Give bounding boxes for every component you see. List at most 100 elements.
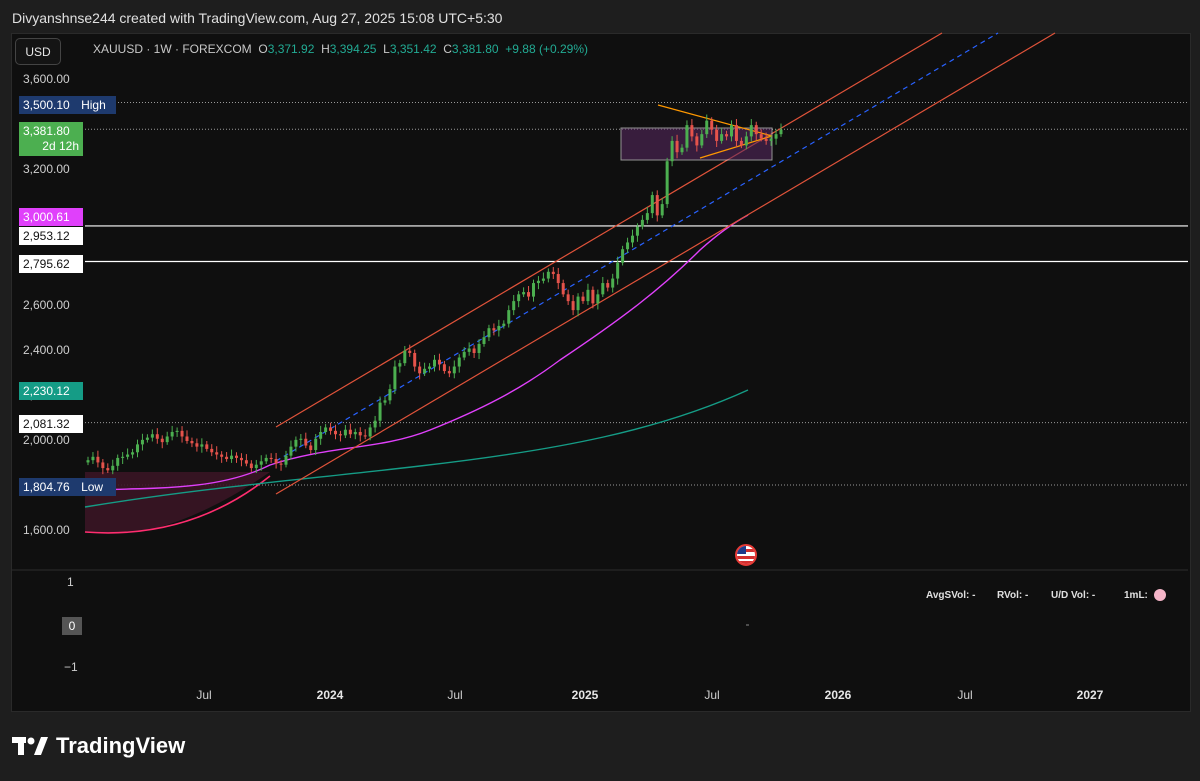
candle-body	[626, 242, 630, 250]
candle-body	[640, 219, 644, 227]
symbol-label[interactable]: XAUUSD · 1W · FOREXCOM	[93, 42, 252, 56]
candle-body	[759, 134, 763, 139]
candle-body	[225, 456, 229, 460]
candle-body	[190, 441, 194, 444]
candle-body	[660, 204, 664, 216]
emoji-icon	[1154, 589, 1166, 601]
candle-body	[329, 427, 333, 431]
candle-body	[442, 364, 446, 372]
currency-button[interactable]: USD	[15, 38, 61, 65]
candle-body	[348, 429, 352, 435]
candle-body	[180, 430, 184, 437]
candle-body	[581, 296, 585, 302]
high-price-text: High	[81, 98, 106, 112]
candle-body	[447, 371, 451, 374]
ud-vol-label: U/D Vol: -	[1051, 590, 1096, 601]
candle-body	[725, 134, 729, 137]
candle-body	[754, 125, 758, 135]
candle-body	[675, 140, 679, 153]
change-value: +9.88 (+0.29%)	[505, 42, 589, 56]
cloud-lower-edge	[84, 475, 271, 534]
candle-body	[685, 125, 689, 148]
candle-body	[235, 455, 238, 458]
candle-body	[413, 353, 417, 367]
x-tick-label: Jul	[447, 688, 463, 702]
candle-body	[611, 278, 615, 288]
ohlc-legend: XAUUSD · 1W · FOREXCOM O3,371.92 H3,394.…	[93, 42, 588, 56]
candle-body	[334, 430, 337, 435]
y-tick-label: 1,600.00	[23, 523, 70, 538]
candle-body	[170, 431, 174, 437]
candle-body	[264, 457, 268, 462]
triangle-upper	[657, 104, 773, 137]
candle-body	[774, 134, 778, 139]
tradingview-logo: TradingView	[12, 733, 185, 759]
candle-body	[423, 368, 427, 374]
candle-body	[86, 460, 90, 463]
candle-body	[596, 294, 600, 304]
candle-body	[522, 292, 526, 295]
candle-body	[254, 464, 258, 469]
candle-body	[566, 294, 570, 302]
x-tick-label: 2024	[316, 688, 344, 702]
candle-body	[185, 436, 189, 441]
candle-body	[244, 460, 248, 464]
candle-body	[220, 454, 224, 457]
candle-body	[601, 283, 605, 295]
chart-frame[interactable]	[11, 33, 1191, 712]
indicator-zero-label: 0	[62, 617, 82, 635]
candle-body	[546, 271, 550, 279]
y-tick-label: 2,400.00	[23, 342, 70, 357]
candle-body	[343, 429, 347, 436]
candle-body	[680, 147, 684, 153]
candle-body	[536, 280, 540, 284]
candle-body	[150, 434, 154, 438]
low-price-value: 1,804.76	[23, 480, 70, 494]
ma-slow-label: 2,230.12	[19, 382, 83, 400]
ma-fast-line	[84, 214, 749, 491]
candle-body	[502, 323, 506, 326]
candle-body	[309, 445, 313, 451]
candle-body	[512, 301, 516, 311]
tradingview-wordmark: TradingView	[56, 733, 186, 758]
candle-body	[383, 400, 387, 403]
tradingview-logo-icon	[12, 737, 48, 755]
candle-body	[393, 366, 397, 390]
candle-body	[487, 328, 491, 338]
candle-body	[497, 325, 501, 331]
candle-body	[239, 457, 243, 461]
candle-body	[695, 136, 699, 146]
candle-body	[96, 456, 100, 463]
candle-body	[428, 366, 432, 369]
high-price-label: 3,500.10 High	[19, 96, 116, 114]
x-tick-label: 2026	[824, 688, 852, 702]
indicator-tick-top: 1	[67, 575, 74, 589]
us-flag-event-icon[interactable]	[735, 544, 757, 566]
high-value: 3,394.25	[329, 42, 377, 56]
candle-body	[467, 348, 471, 352]
candle-body	[195, 443, 199, 447]
candle-body	[299, 438, 303, 440]
candle-body	[720, 134, 724, 141]
candle-body	[368, 427, 372, 437]
candle-body	[145, 437, 149, 440]
candle-body	[764, 138, 768, 141]
y-tick-label: 2,600.00	[23, 297, 70, 312]
open-key: O	[258, 42, 268, 56]
candle-body	[324, 427, 328, 432]
candle-body	[616, 262, 620, 279]
candle-body	[338, 434, 342, 436]
candle-body	[408, 350, 412, 354]
candle-body	[111, 465, 115, 471]
candle-body	[670, 140, 674, 162]
candle-body	[136, 444, 139, 453]
high-key: H	[321, 42, 330, 56]
candle-body	[418, 366, 422, 374]
candle-body	[650, 195, 654, 214]
cloud-shade	[85, 472, 270, 532]
x-tick-label: Jul	[957, 688, 973, 702]
y-tick-label: 3,600.00	[23, 72, 70, 86]
candle-body	[744, 136, 748, 146]
candle-body	[700, 134, 704, 146]
